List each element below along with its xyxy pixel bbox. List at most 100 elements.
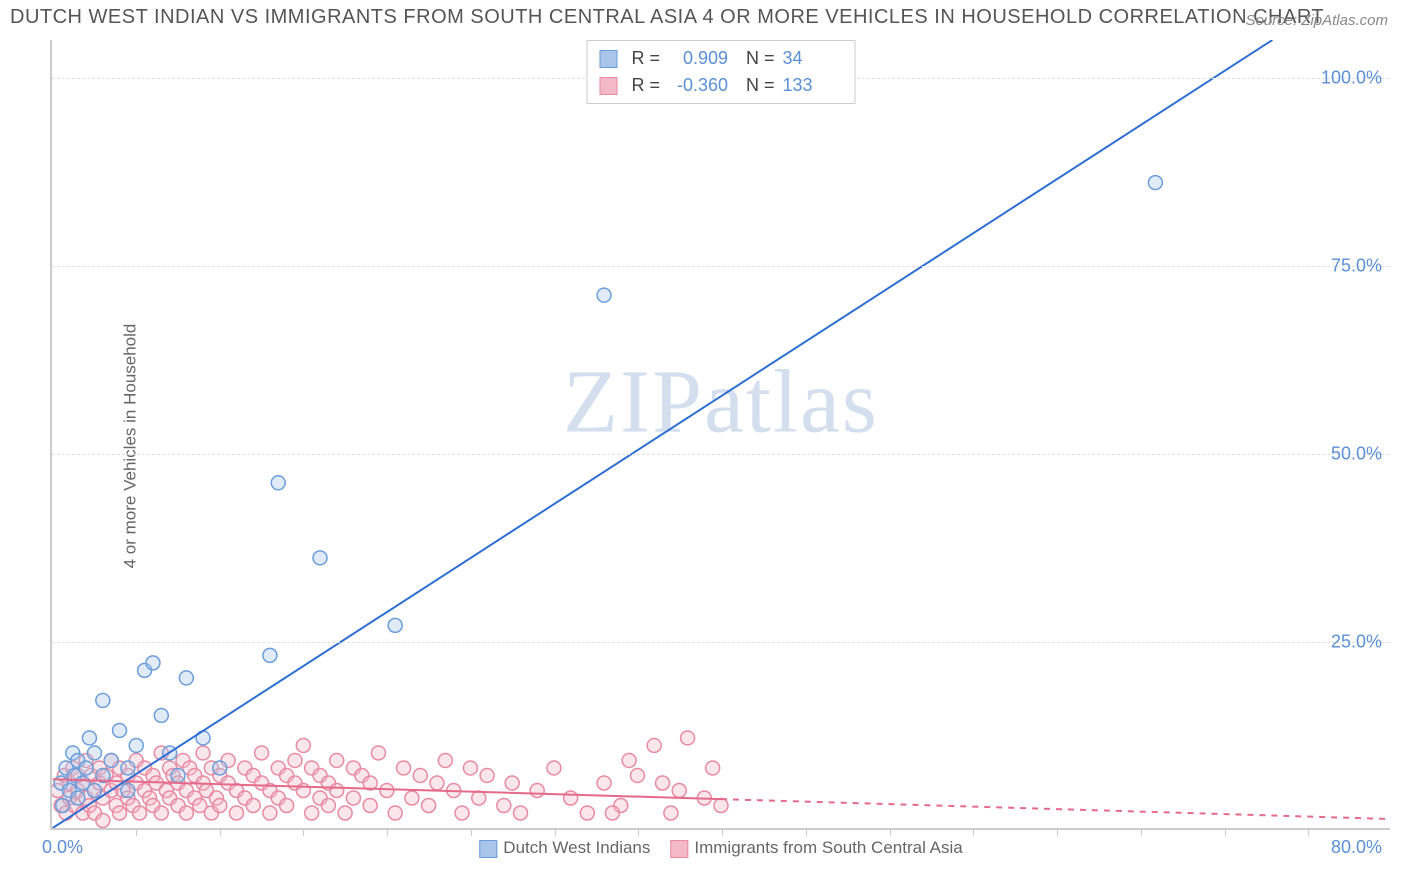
data-point	[209, 791, 223, 805]
data-point	[614, 799, 628, 813]
data-point	[296, 738, 310, 752]
data-point	[62, 791, 76, 805]
data-point	[188, 791, 202, 805]
data-point	[363, 799, 377, 813]
data-point	[280, 799, 294, 813]
data-point	[193, 799, 207, 813]
data-point	[447, 783, 461, 797]
chart-container: DUTCH WEST INDIAN VS IMMIGRANTS FROM SOU…	[0, 0, 1406, 892]
data-point	[597, 288, 611, 302]
y-tick-label: 75.0%	[1331, 255, 1382, 276]
data-point	[171, 768, 185, 782]
data-point	[346, 761, 360, 775]
data-point	[67, 768, 81, 782]
data-point	[204, 806, 218, 820]
data-point	[497, 799, 511, 813]
data-point	[430, 776, 444, 790]
data-point	[143, 791, 157, 805]
data-point	[246, 768, 260, 782]
data-point	[126, 799, 140, 813]
x-axis-min-label: 0.0%	[42, 837, 83, 858]
data-point	[138, 783, 152, 797]
data-point	[288, 753, 302, 767]
data-point	[87, 806, 101, 820]
data-point	[196, 746, 210, 760]
data-point	[76, 776, 90, 790]
data-point	[213, 799, 227, 813]
data-point	[288, 776, 302, 790]
data-point	[472, 791, 486, 805]
trendline	[53, 40, 1273, 828]
data-point	[166, 768, 180, 782]
data-point	[171, 799, 185, 813]
data-point	[330, 783, 344, 797]
data-point	[505, 776, 519, 790]
chart-svg-layer	[52, 40, 1390, 828]
data-point	[664, 806, 678, 820]
x-tick	[1225, 828, 1226, 836]
y-tick-label: 50.0%	[1331, 443, 1382, 464]
bottom-legend: Dutch West Indians Immigrants from South …	[479, 838, 962, 858]
data-point	[455, 806, 469, 820]
data-point	[159, 783, 173, 797]
data-point	[597, 776, 611, 790]
data-point	[54, 776, 68, 790]
data-point	[179, 806, 193, 820]
data-point	[388, 806, 402, 820]
data-point	[129, 738, 143, 752]
data-point	[397, 761, 411, 775]
y-tick-label: 25.0%	[1331, 631, 1382, 652]
gridline-h	[52, 266, 1390, 267]
data-point	[146, 656, 160, 670]
data-point	[104, 753, 118, 767]
data-point	[179, 671, 193, 685]
data-point	[96, 768, 110, 782]
data-point	[229, 783, 243, 797]
r-label: R =	[631, 72, 660, 99]
n-value: 34	[783, 45, 843, 72]
data-point	[138, 663, 152, 677]
data-point	[463, 761, 477, 775]
data-point	[154, 746, 168, 760]
data-point	[605, 806, 619, 820]
data-point	[71, 791, 85, 805]
x-tick	[973, 828, 974, 836]
data-point	[146, 799, 160, 813]
legend-item: Dutch West Indians	[479, 838, 650, 858]
data-point	[321, 799, 335, 813]
x-tick	[722, 828, 723, 836]
stats-row: R =0.909N =34	[599, 45, 842, 72]
data-point	[113, 723, 127, 737]
x-tick	[220, 828, 221, 836]
x-tick	[555, 828, 556, 836]
data-point	[338, 806, 352, 820]
r-label: R =	[631, 45, 660, 72]
data-point	[188, 768, 202, 782]
data-point	[321, 776, 335, 790]
data-point	[1148, 176, 1162, 190]
data-point	[76, 776, 90, 790]
data-point	[271, 761, 285, 775]
legend-item: Immigrants from South Central Asia	[670, 838, 962, 858]
data-point	[580, 806, 594, 820]
data-point	[255, 776, 269, 790]
legend-label: Dutch West Indians	[503, 838, 650, 857]
legend-swatch	[599, 50, 617, 68]
data-point	[547, 761, 561, 775]
data-point	[706, 761, 720, 775]
source-attribution: Source: ZipAtlas.com	[1245, 12, 1388, 29]
data-point	[372, 746, 386, 760]
data-point	[221, 776, 235, 790]
x-tick	[303, 828, 304, 836]
data-point	[87, 746, 101, 760]
data-point	[221, 753, 235, 767]
data-point	[238, 791, 252, 805]
data-point	[204, 761, 218, 775]
data-point	[346, 791, 360, 805]
data-point	[714, 799, 728, 813]
data-point	[67, 799, 81, 813]
data-point	[129, 753, 143, 767]
data-point	[263, 806, 277, 820]
data-point	[656, 776, 670, 790]
legend-swatch	[670, 840, 688, 858]
